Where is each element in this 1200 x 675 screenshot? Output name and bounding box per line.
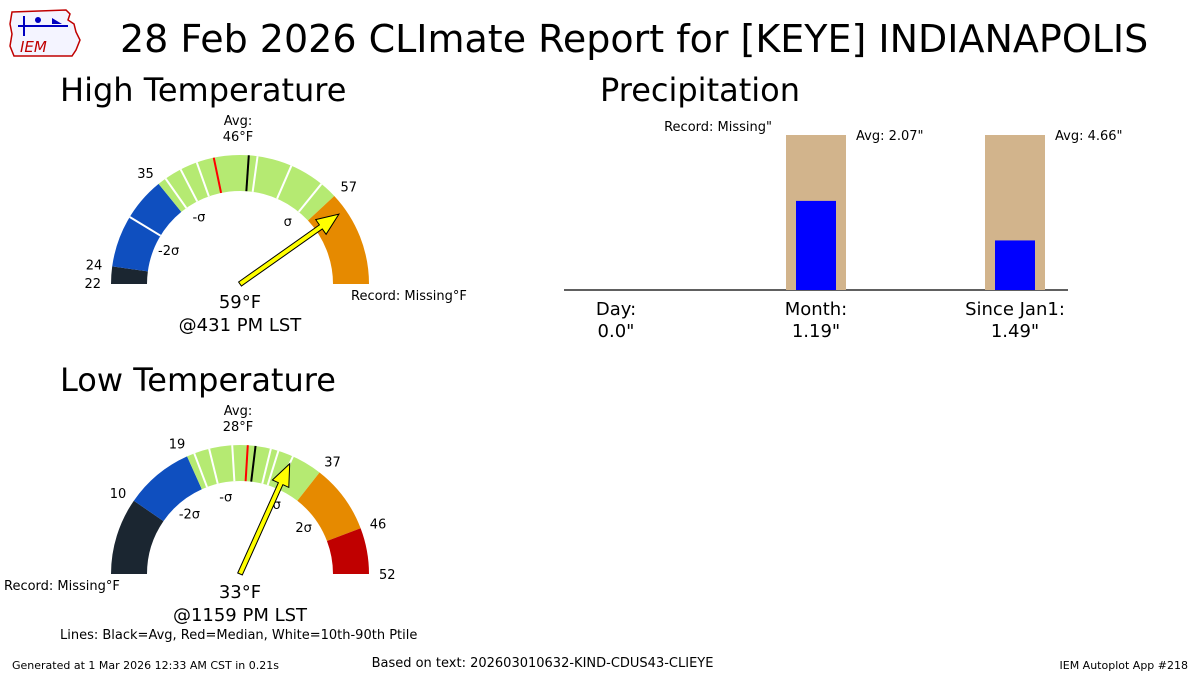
- avg-label: Avg: 2.07": [856, 129, 924, 144]
- median-line: [244, 445, 249, 482]
- percentile-line: [261, 448, 272, 484]
- tick-label: 57: [341, 180, 358, 195]
- tick-label: 19: [169, 438, 186, 453]
- average-line: [245, 155, 250, 192]
- sigma-label: σ: [273, 498, 281, 513]
- percentile-line: [208, 448, 219, 484]
- percentile-line: [129, 216, 162, 237]
- sigma-label: 2σ: [295, 521, 312, 536]
- gauge-segment-dark: [111, 266, 148, 284]
- value-label: 0.0": [598, 321, 635, 342]
- high-temperature-gauge: Avg:46°F 22 24 35 57 -2σ -σ σ 59°F@431 PM LST Rec…: [84, 114, 466, 336]
- footer-generated: Generated at 1 Mar 2026 12:33 AM CST in …: [12, 659, 279, 672]
- tick-label: 52: [379, 568, 396, 583]
- tick-label: 22: [84, 277, 101, 292]
- legend-note: Lines: Black=Avg, Red=Median, White=10th…: [60, 628, 418, 643]
- tick-label: 37: [324, 455, 341, 470]
- value-label: 1.19": [792, 321, 840, 342]
- percentile-line: [195, 162, 210, 197]
- average-line: [250, 445, 257, 482]
- percentile-line: [164, 178, 188, 209]
- avg-value-label: 28°F: [223, 420, 254, 435]
- sigma-label: -σ: [192, 211, 205, 226]
- sigma-label: σ: [284, 215, 292, 230]
- percentile-line: [193, 453, 208, 488]
- tick-label: 10: [110, 487, 127, 502]
- observed-bar: [796, 200, 836, 290]
- observed-time: @1159 PM LST: [173, 605, 308, 626]
- high-temperature-title: High Temperature: [60, 71, 347, 109]
- gauge-segment-green: [187, 445, 320, 501]
- needle-arrow: [237, 213, 340, 287]
- low-temperature-title: Low Temperature: [60, 361, 336, 399]
- percentile-line: [251, 156, 259, 193]
- precipitation-title: Precipitation: [600, 71, 801, 109]
- avg-label: Avg:: [224, 114, 252, 129]
- record-label: Record: Missing": [664, 120, 772, 135]
- percentile-line: [297, 183, 323, 213]
- tick-label: 35: [137, 167, 154, 182]
- percentile-line: [266, 450, 280, 486]
- tick-label: 24: [86, 259, 103, 274]
- sigma-label: -σ: [219, 490, 232, 505]
- record-label: Record: Missing°F: [351, 289, 467, 304]
- sigma-label: -2σ: [179, 507, 200, 522]
- gauge-segment-dark: [111, 500, 164, 574]
- sigma-label: -2σ: [158, 244, 179, 259]
- precipitation-chart: Record: Missing" Day:0.0" Avg: 2.07" Month:…: [564, 120, 1123, 342]
- avg-label: Avg: 4.66": [1055, 129, 1123, 144]
- record-label: Record: Missing°F: [4, 579, 120, 594]
- logo-text: IEM: [20, 38, 47, 56]
- gauge-segment-red: [326, 528, 369, 574]
- footer-source: Based on text: 202603010632-KIND-CDUS43-…: [371, 656, 714, 671]
- needle-arrow: [237, 462, 291, 576]
- tick-label: 46: [370, 517, 387, 532]
- iem-logo: IEM: [9, 9, 81, 57]
- category-label: Since Jan1:: [965, 299, 1065, 320]
- percentile-line: [231, 445, 236, 482]
- category-label: Month:: [785, 299, 847, 320]
- observed-value: 33°F: [219, 582, 261, 603]
- observed-value: 59°F: [219, 292, 261, 313]
- observed-bar: [995, 240, 1035, 290]
- percentile-line: [179, 169, 199, 202]
- avg-value-label: 46°F: [223, 130, 254, 145]
- percentile-line: [276, 165, 293, 200]
- page-title: 28 Feb 2026 CLImate Report for [KEYE] IN…: [120, 17, 1149, 61]
- observed-time: @431 PM LST: [179, 315, 303, 336]
- median-line: [212, 157, 223, 194]
- category-label: Day:: [596, 299, 636, 320]
- value-label: 1.49": [991, 321, 1039, 342]
- low-temperature-gauge: Avg:28°F 10 19 37 46 52 -2σ -σ σ 2σ 33°F@1159 PM L…: [4, 404, 396, 626]
- gauge-segment-blue: [133, 456, 202, 522]
- gauge-segment-orange: [297, 472, 361, 542]
- footer-app: IEM Autoplot App #218: [1059, 659, 1189, 672]
- avg-label: Avg:: [224, 404, 252, 419]
